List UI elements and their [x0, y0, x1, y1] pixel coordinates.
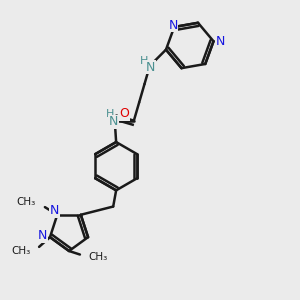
Text: N: N — [109, 115, 118, 128]
Text: H: H — [106, 109, 115, 119]
Text: O: O — [119, 107, 129, 120]
Text: CH₃: CH₃ — [88, 252, 107, 262]
Text: H: H — [140, 56, 148, 66]
Text: CH₃: CH₃ — [17, 197, 36, 207]
Text: N: N — [50, 204, 59, 217]
Text: N: N — [215, 35, 225, 48]
Text: CH₃: CH₃ — [12, 246, 31, 256]
Text: N: N — [38, 230, 48, 242]
Text: N: N — [146, 61, 155, 74]
Text: N: N — [168, 19, 178, 32]
